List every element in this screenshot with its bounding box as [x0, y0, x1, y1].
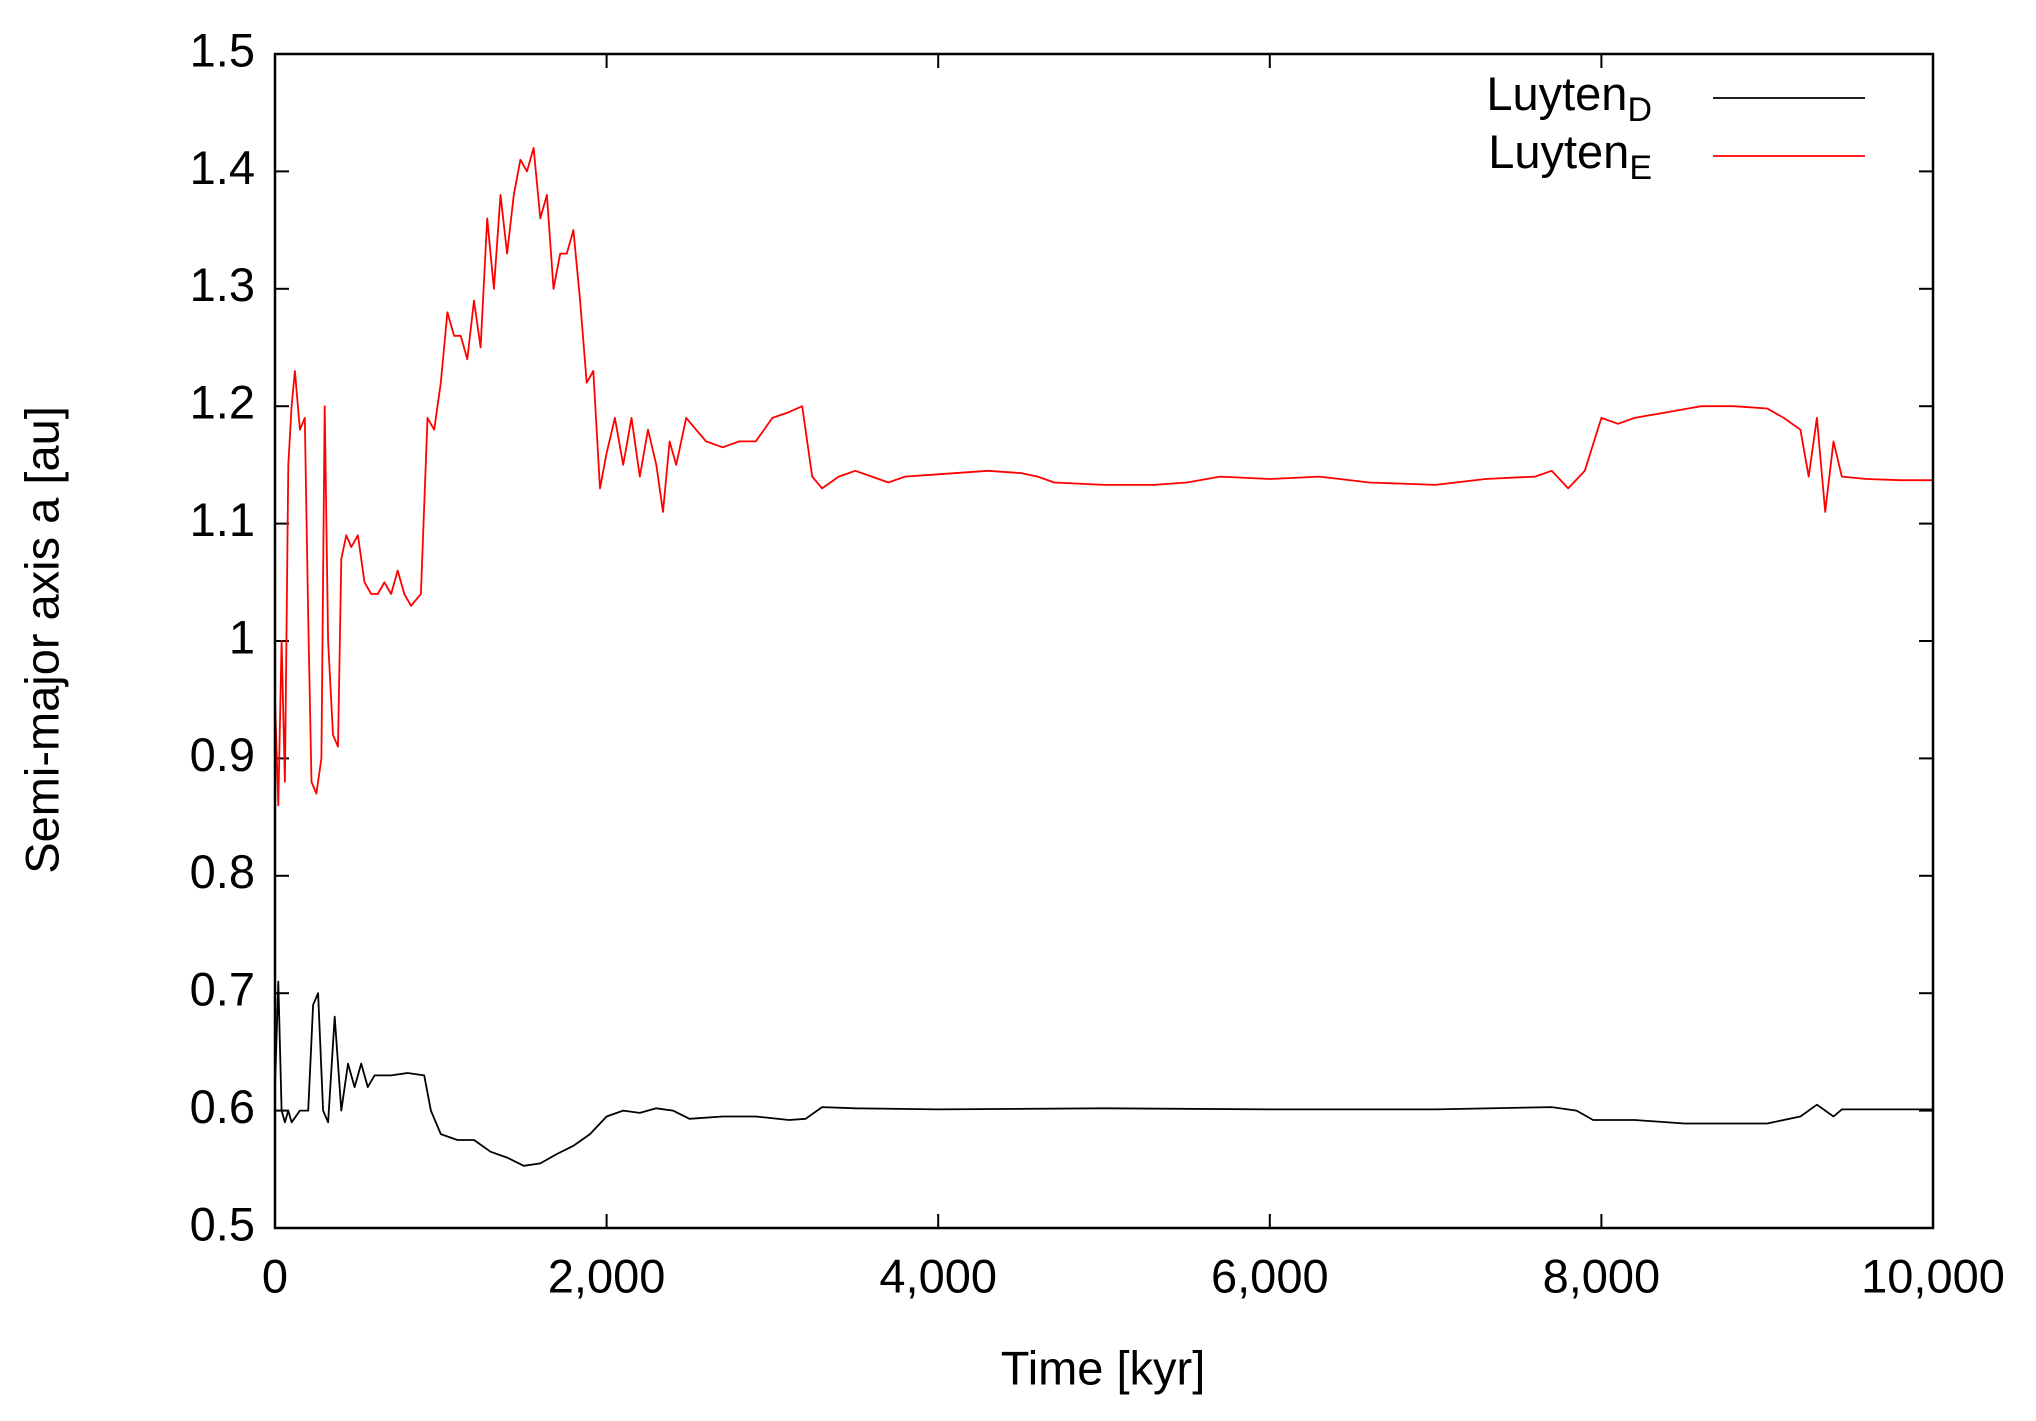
- legend-name: Luyten: [1486, 67, 1627, 120]
- y-tick-label: 0.9: [190, 728, 255, 781]
- x-axis-label: Time [kyr]: [1001, 1341, 1206, 1394]
- y-tick-label: 1.4: [190, 141, 255, 194]
- y-tick-label: 1.3: [190, 258, 255, 311]
- x-tick-label: 0: [262, 1249, 288, 1302]
- legend-label: LuytenE: [1488, 125, 1652, 187]
- legend-name: Luyten: [1488, 125, 1629, 178]
- y-tick-label: 1: [229, 610, 255, 663]
- x-tick-label: 6,000: [1211, 1249, 1329, 1302]
- legend-subscript: D: [1627, 91, 1652, 129]
- legend-subscript: E: [1629, 149, 1652, 187]
- y-axis-label: Semi-major axis a [au]: [15, 406, 68, 874]
- legend-label: LuytenD: [1486, 67, 1652, 129]
- x-tick-label: 4,000: [879, 1249, 997, 1302]
- y-tick-label: 0.7: [190, 963, 255, 1016]
- plot-frame: [273, 52, 1935, 1230]
- series-line: [274, 147, 1933, 807]
- x-tick-label: 10,000: [1861, 1249, 2005, 1302]
- y-tick-label: 0.5: [190, 1197, 255, 1250]
- y-tick-label: 0.6: [190, 1080, 255, 1133]
- series-line: [274, 980, 1933, 1167]
- y-tick-label: 0.8: [190, 845, 255, 898]
- y-tick-label: 1.1: [190, 493, 255, 546]
- y-tick-label: 1.5: [190, 23, 255, 76]
- x-tick-label: 2,000: [548, 1249, 666, 1302]
- y-tick-label: 1.2: [190, 376, 255, 429]
- x-tick-label: 8,000: [1543, 1249, 1661, 1302]
